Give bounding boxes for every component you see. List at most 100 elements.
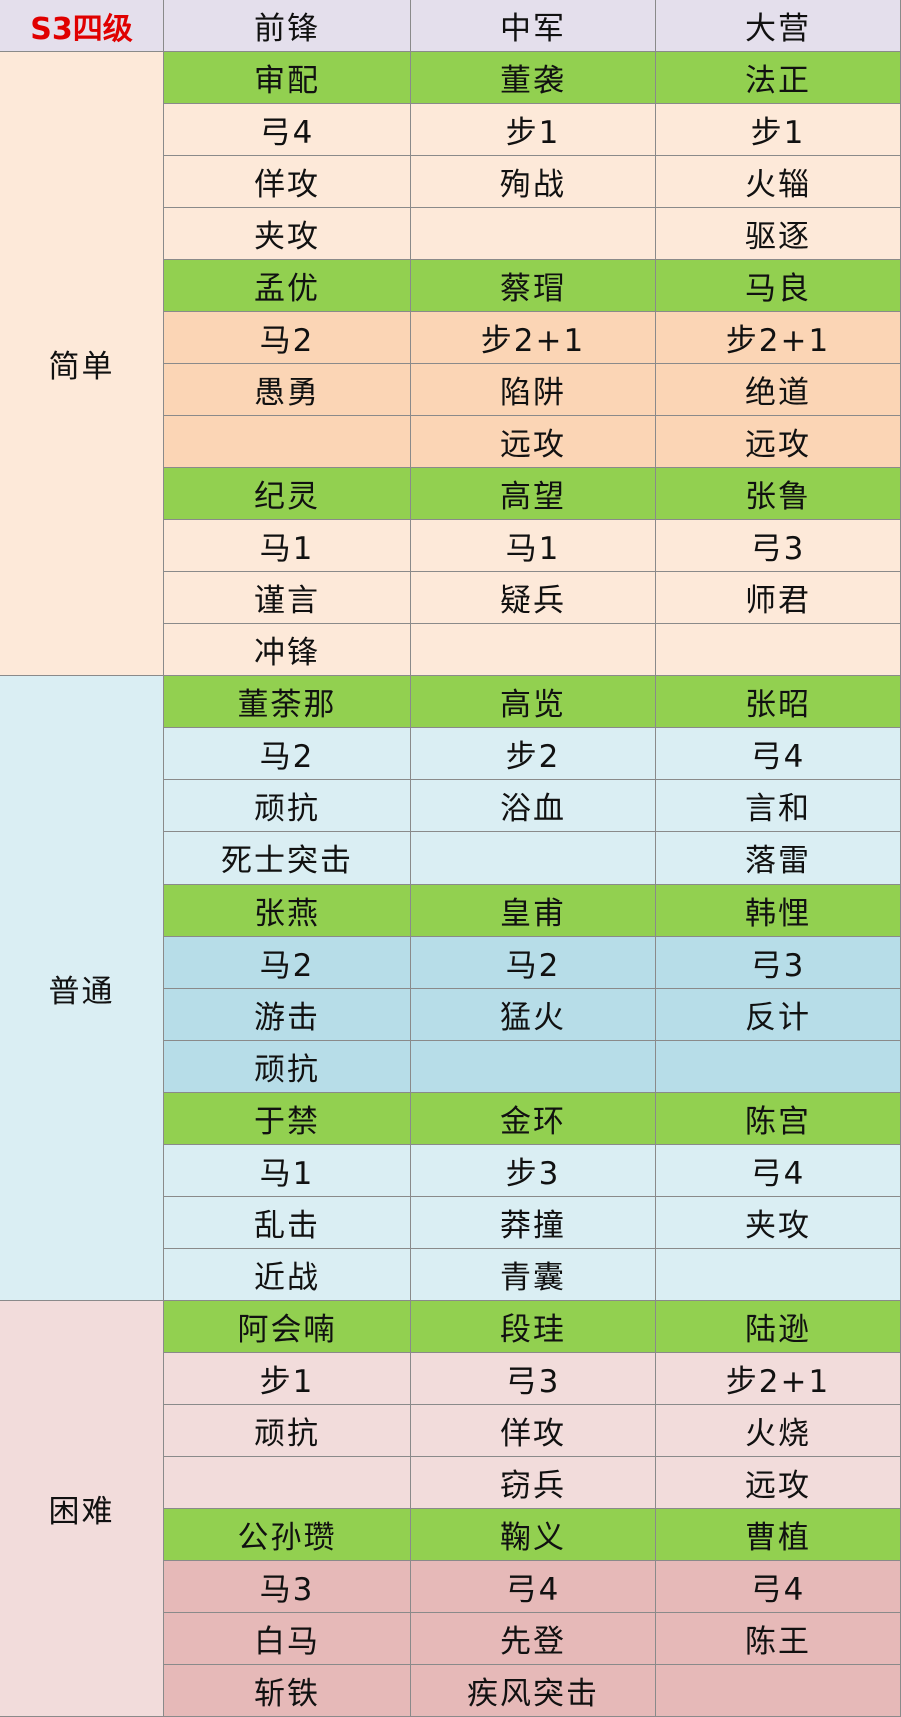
info-cell [656, 1248, 901, 1301]
info-cell: 马2 [164, 936, 411, 989]
info-cell: 步2+1 [656, 312, 901, 365]
general-cell: 张鲁 [656, 468, 901, 521]
general-cell: 马良 [656, 260, 901, 313]
info-cell [411, 208, 656, 261]
info-cell: 夹攻 [656, 1196, 901, 1249]
info-cell: 马2 [164, 728, 411, 781]
info-cell [164, 416, 411, 469]
column-header: 大营 [656, 0, 901, 53]
info-cell: 步2+1 [411, 312, 656, 365]
general-cell: 皇甫 [411, 884, 656, 937]
general-cell: 段珪 [411, 1300, 656, 1353]
info-cell: 疑兵 [411, 572, 656, 625]
info-cell: 莽撞 [411, 1196, 656, 1249]
info-cell: 言和 [656, 780, 901, 833]
general-cell: 纪灵 [164, 468, 411, 521]
info-cell: 愚勇 [164, 364, 411, 417]
info-cell: 谨言 [164, 572, 411, 625]
info-cell: 马3 [164, 1560, 411, 1613]
info-cell: 浴血 [411, 780, 656, 833]
info-cell: 顽抗 [164, 1404, 411, 1457]
info-cell: 步1 [656, 104, 901, 157]
info-cell: 殉战 [411, 156, 656, 209]
info-cell: 弓4 [411, 1560, 656, 1613]
column-header: 前锋 [164, 0, 411, 53]
general-cell: 董袭 [411, 52, 656, 105]
general-cell: 张燕 [164, 884, 411, 937]
info-cell: 落雷 [656, 832, 901, 885]
info-cell: 斩铁 [164, 1664, 411, 1717]
info-cell: 陷阱 [411, 364, 656, 417]
info-cell [411, 1040, 656, 1093]
info-cell: 白马 [164, 1612, 411, 1665]
info-cell: 近战 [164, 1248, 411, 1301]
info-cell: 佯攻 [164, 156, 411, 209]
general-cell: 张昭 [656, 676, 901, 729]
general-cell: 审配 [164, 52, 411, 105]
general-cell: 孟优 [164, 260, 411, 313]
info-cell: 步2 [411, 728, 656, 781]
info-cell: 顽抗 [164, 1040, 411, 1093]
general-cell: 公孙瓒 [164, 1508, 411, 1561]
column-header: 中军 [411, 0, 656, 53]
general-cell: 阿会喃 [164, 1300, 411, 1353]
info-cell: 步1 [164, 1352, 411, 1405]
info-cell: 师君 [656, 572, 901, 625]
general-cell: 高望 [411, 468, 656, 521]
info-cell [656, 1040, 901, 1093]
info-cell: 青囊 [411, 1248, 656, 1301]
info-cell [411, 832, 656, 885]
info-cell: 绝道 [656, 364, 901, 417]
info-cell: 远攻 [656, 1456, 901, 1509]
info-cell: 马2 [164, 312, 411, 365]
info-cell: 远攻 [411, 416, 656, 469]
info-cell: 弓4 [656, 1144, 901, 1197]
info-cell: 陈王 [656, 1612, 901, 1665]
info-cell: 马1 [164, 520, 411, 573]
info-cell: 弓4 [656, 1560, 901, 1613]
general-cell: 高览 [411, 676, 656, 729]
info-cell: 弓3 [411, 1352, 656, 1405]
info-cell: 马1 [164, 1144, 411, 1197]
info-cell: 远攻 [656, 416, 901, 469]
info-cell: 弓4 [656, 728, 901, 781]
info-cell: 弓3 [656, 936, 901, 989]
general-cell: 鞠义 [411, 1508, 656, 1561]
info-cell: 游击 [164, 988, 411, 1041]
info-cell [656, 624, 901, 677]
general-cell: 曹植 [656, 1508, 901, 1561]
info-cell: 火辎 [656, 156, 901, 209]
info-cell: 乱击 [164, 1196, 411, 1249]
info-cell: 死士突击 [164, 832, 411, 885]
general-cell: 陈宫 [656, 1092, 901, 1145]
info-cell: 猛火 [411, 988, 656, 1041]
info-cell [164, 1456, 411, 1509]
info-cell: 步2+1 [656, 1352, 901, 1405]
difficulty-label: 简单 [0, 52, 164, 677]
general-cell: 法正 [656, 52, 901, 105]
general-cell: 陆逊 [656, 1300, 901, 1353]
info-cell: 弓4 [164, 104, 411, 157]
info-cell: 弓3 [656, 520, 901, 573]
info-cell: 窃兵 [411, 1456, 656, 1509]
difficulty-label: 普通 [0, 676, 164, 1301]
general-cell: 金环 [411, 1092, 656, 1145]
general-cell: 于禁 [164, 1092, 411, 1145]
difficulty-label: 困难 [0, 1300, 164, 1717]
info-cell: 反计 [656, 988, 901, 1041]
info-cell: 佯攻 [411, 1404, 656, 1457]
info-cell: 冲锋 [164, 624, 411, 677]
general-cell: 蔡瑁 [411, 260, 656, 313]
info-cell [656, 1664, 901, 1717]
info-cell: 步3 [411, 1144, 656, 1197]
general-cell: 韩悝 [656, 884, 901, 937]
info-cell [411, 624, 656, 677]
general-cell: 董荼那 [164, 676, 411, 729]
corner-label: S3四级 [0, 0, 164, 53]
info-cell: 先登 [411, 1612, 656, 1665]
info-cell: 疾风突击 [411, 1664, 656, 1717]
info-cell: 夹攻 [164, 208, 411, 261]
info-cell: 步1 [411, 104, 656, 157]
info-cell: 顽抗 [164, 780, 411, 833]
